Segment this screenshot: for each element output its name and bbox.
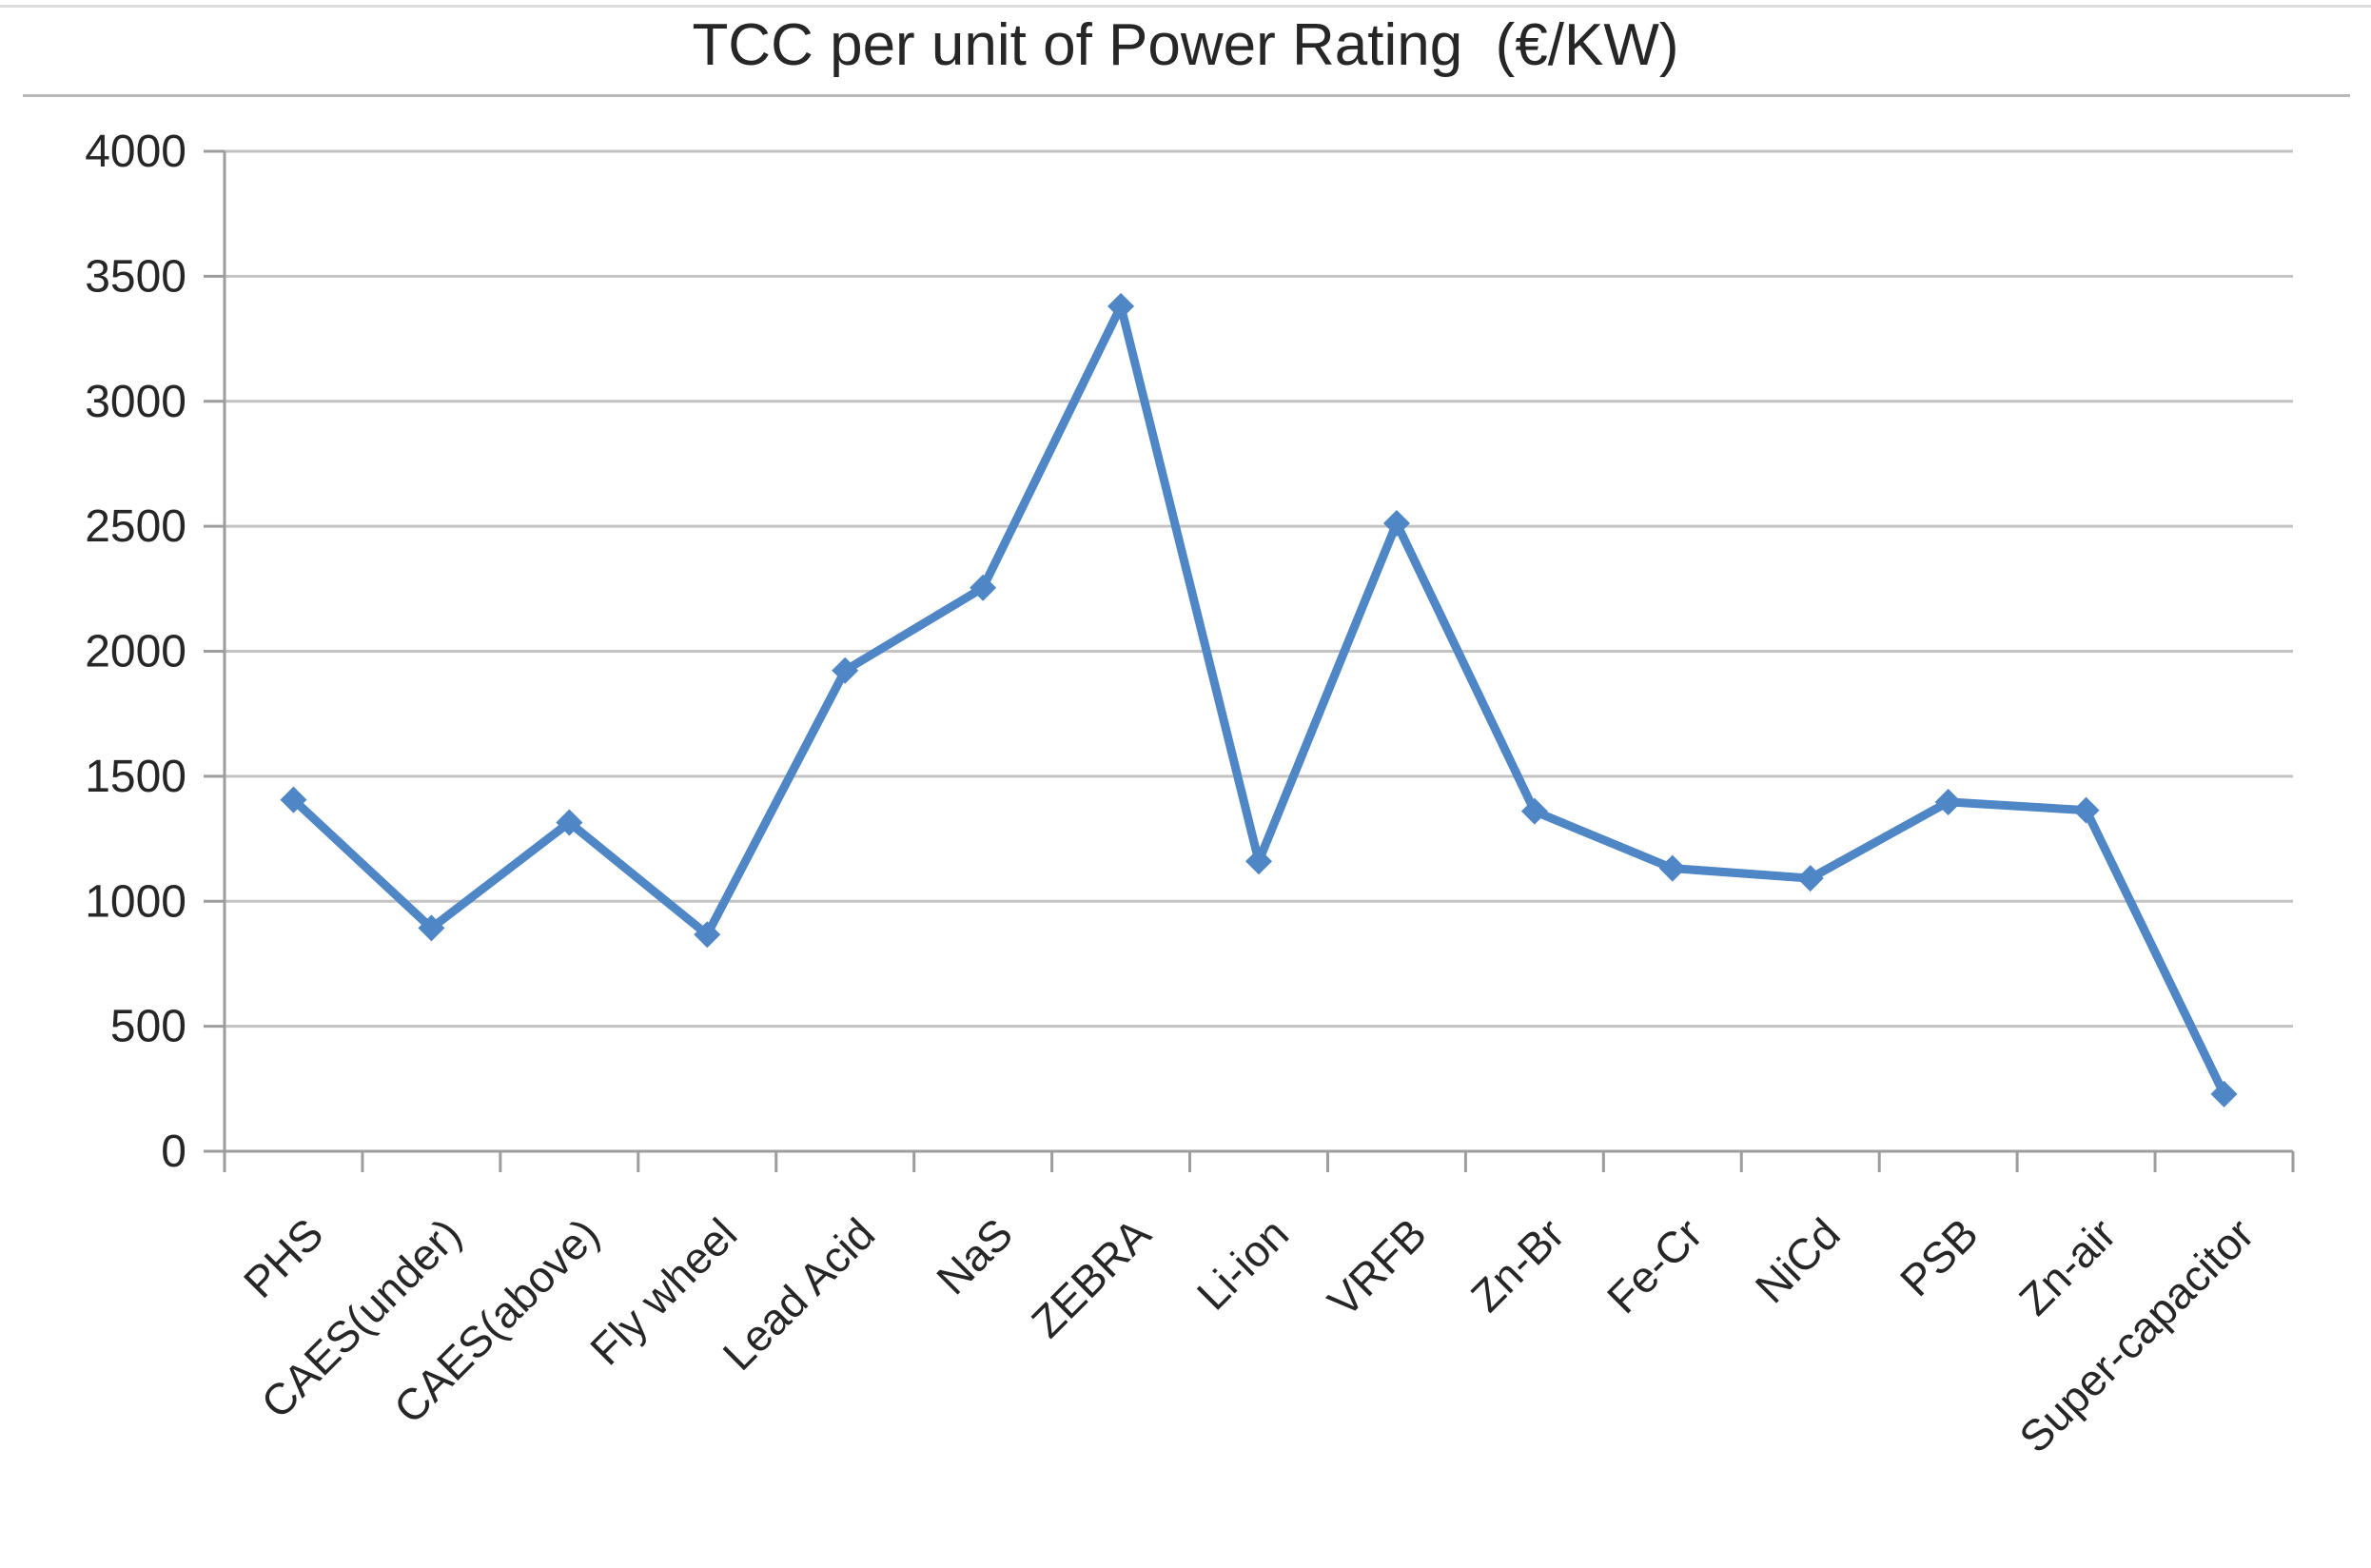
x-category-label: Zn-air: [2009, 1208, 2126, 1324]
data-point-marker: [1934, 788, 1962, 815]
data-point-marker: [1245, 848, 1272, 875]
x-category-label: Li-ion: [1187, 1208, 1298, 1319]
y-tick-label: 1000: [85, 876, 186, 927]
data-point-marker: [2072, 796, 2100, 824]
data-point-marker: [2210, 1080, 2238, 1107]
series-line: [289, 302, 2228, 1099]
data-point-marker: [418, 914, 445, 942]
data-point-marker: [1520, 797, 1548, 825]
y-tick-label: 2000: [85, 627, 186, 677]
y-tick-label: 0: [161, 1127, 186, 1177]
data-point-marker: [556, 809, 583, 836]
x-category-label: PHS: [234, 1208, 333, 1307]
y-tick-label: 3500: [85, 251, 186, 302]
x-category-label: Super-capacitor: [2009, 1208, 2263, 1461]
data-point-marker: [1382, 509, 1410, 537]
data-point-marker: [970, 574, 997, 601]
x-category-label: Zn-Br: [1461, 1208, 1574, 1321]
data-point-marker: [1107, 292, 1135, 320]
x-category-label: NaS: [927, 1208, 1022, 1303]
data-point-marker: [1658, 854, 1686, 882]
y-tick-label: 3000: [85, 377, 186, 427]
x-category-label: ZEBRA: [1022, 1208, 1160, 1346]
y-tick-label: 1500: [85, 752, 186, 802]
chart-title: TCC per unit of Power Rating (€/KW): [692, 12, 1679, 78]
data-point-marker: [832, 657, 859, 684]
data-point-marker: [280, 786, 307, 813]
x-category-label: Lead Acid: [714, 1208, 885, 1380]
x-category-label: Fe-Cr: [1597, 1208, 1712, 1323]
top-border-line: [0, 5, 2371, 8]
y-tick-label: 500: [110, 1002, 186, 1052]
data-point-marker: [694, 921, 721, 949]
y-tick-label: 2500: [85, 501, 186, 552]
data-point-marker: [1796, 865, 1824, 892]
title-underline: [23, 94, 2350, 97]
x-category-label: PSB: [1891, 1208, 1988, 1305]
y-tick-label: 4000: [85, 127, 186, 177]
x-category-label: VRFB: [1318, 1208, 1436, 1326]
x-category-label: NiCd: [1746, 1208, 1850, 1312]
